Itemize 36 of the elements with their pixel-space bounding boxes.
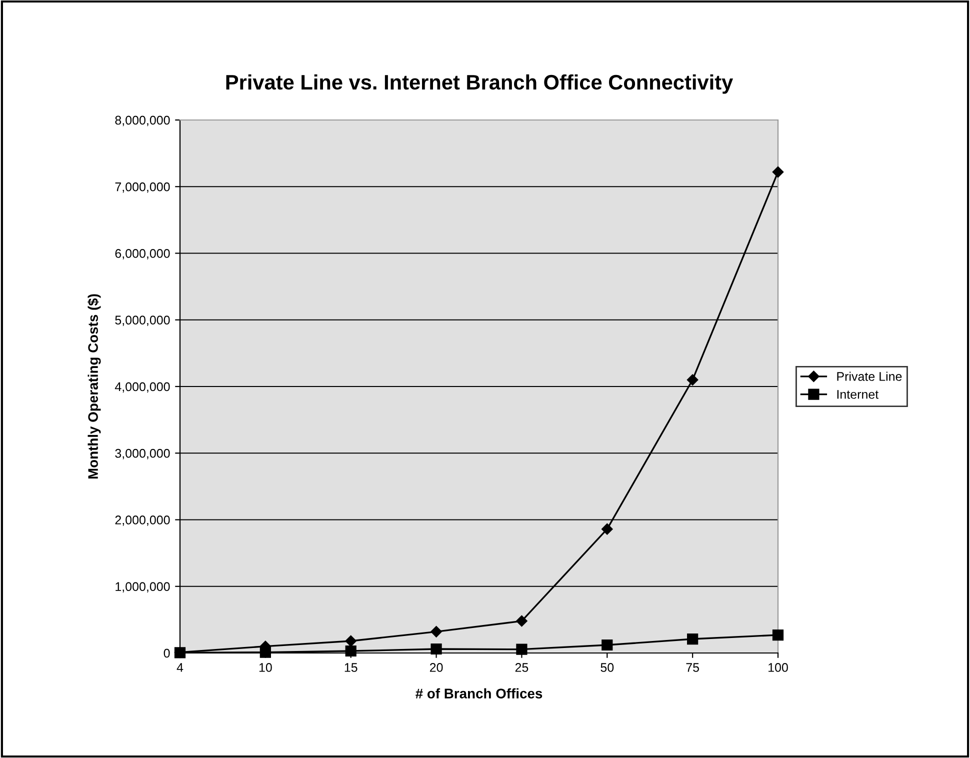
point bbox=[260, 646, 271, 658]
point bbox=[430, 626, 442, 638]
y-tick-label: 3,000,000 bbox=[115, 448, 170, 460]
x-tick-label: 10 bbox=[259, 663, 272, 672]
y-tick-label: 2,000,000 bbox=[115, 516, 170, 526]
point bbox=[345, 635, 356, 647]
point bbox=[345, 645, 356, 657]
x-tick-label: 15 bbox=[344, 663, 358, 672]
y-tick-label: 4,000,000 bbox=[114, 382, 170, 393]
point bbox=[772, 166, 784, 178]
legend-label: Private Line bbox=[837, 372, 902, 381]
point bbox=[516, 615, 528, 627]
point bbox=[602, 523, 613, 535]
y-tick-label: 1,000,000 bbox=[116, 582, 170, 593]
legend-label: Internet bbox=[837, 390, 879, 399]
point bbox=[602, 639, 613, 651]
point bbox=[430, 643, 442, 655]
point bbox=[687, 633, 698, 645]
x-tick-label: 25 bbox=[515, 663, 528, 672]
x-tick-label: 50 bbox=[600, 663, 614, 672]
point bbox=[174, 647, 186, 658]
x-tick-label: 4 bbox=[176, 663, 184, 672]
chart-title: Private Line vs. Internet Branch Office Connectivity bbox=[226, 74, 734, 94]
x-tick-label: 20 bbox=[430, 663, 443, 672]
y-axis-title: Monthly Operating Costs ($) bbox=[88, 294, 101, 479]
point bbox=[686, 374, 698, 386]
x-tick-label: 100 bbox=[768, 663, 788, 672]
y-tick-label: 5,000,000 bbox=[115, 316, 170, 326]
x-axis-title: # of Branch Offices bbox=[416, 688, 542, 698]
y-tick-label: 7,000,000 bbox=[115, 182, 170, 193]
y-tick-label: 6,000,000 bbox=[115, 249, 170, 260]
x-tick-label: 75 bbox=[686, 663, 699, 672]
y-tick-label: 0 bbox=[164, 648, 170, 658]
point bbox=[516, 644, 528, 655]
y-tick-label: 8,000,000 bbox=[115, 116, 170, 126]
point bbox=[772, 629, 784, 641]
